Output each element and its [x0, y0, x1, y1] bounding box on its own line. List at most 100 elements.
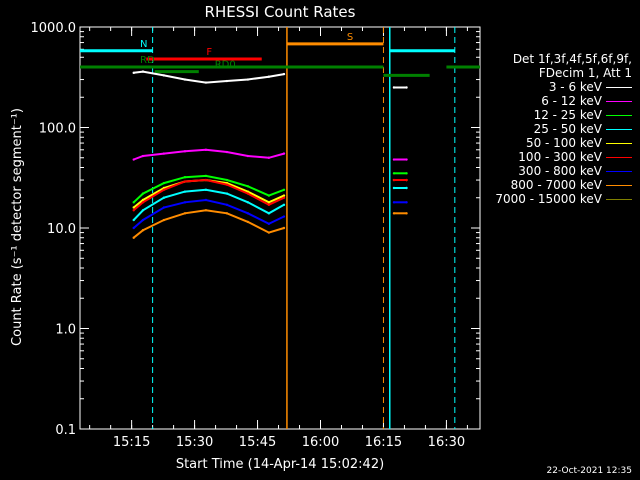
flag-bar-label-3: F: [206, 47, 212, 58]
flag-bar-label-0: N: [140, 39, 147, 50]
series-point-4: [267, 201, 271, 204]
legend-row-2: 12 - 25 keV: [482, 108, 632, 122]
series-point-7: [183, 212, 187, 215]
series-point-0: [246, 78, 250, 81]
legend-label-8: 7000 - 15000 keV: [495, 192, 602, 206]
y-tick-label-1: 100.0: [39, 122, 76, 137]
series-point-4: [246, 190, 250, 193]
legend-row-8: 7000 - 15000 keV: [482, 192, 632, 206]
series-point-7: [267, 231, 271, 234]
legend-row-3: 25 - 50 keV: [482, 122, 632, 136]
legend-header-line-2: FDecim 1, Att 1: [538, 66, 632, 80]
series-point-6: [132, 226, 135, 230]
series-point-5: [132, 209, 135, 212]
x-tick-label-2: 15:45: [239, 435, 276, 450]
series-point-2: [225, 178, 229, 182]
series-point-5: [392, 178, 396, 182]
series-point-3: [132, 218, 135, 222]
series-point-1: [132, 158, 135, 161]
legend-row-7: 800 - 7000 keV: [482, 178, 632, 192]
series-point-2: [246, 185, 250, 188]
series-line-0-0: [133, 70, 285, 84]
series-point-7: [132, 236, 135, 239]
series-point-0: [183, 78, 187, 81]
series-point-5: [225, 183, 229, 186]
series-line-7-0: [133, 209, 285, 239]
series-point-7: [225, 212, 229, 215]
series-point-0: [392, 86, 396, 89]
y-tick-label-0: 1000.0: [31, 21, 77, 36]
series-point-6: [282, 215, 286, 218]
x-tick-label-0: 15:15: [113, 435, 150, 450]
series-point-7: [141, 229, 145, 232]
series-point-3: [141, 209, 145, 212]
series-point-1: [204, 148, 208, 151]
series-point-4: [141, 198, 145, 202]
series-point-7: [282, 226, 286, 230]
series-point-0: [132, 71, 135, 75]
legend-swatch-5: [606, 156, 632, 158]
legend-swatch-6: [606, 170, 632, 172]
series-point-2: [392, 172, 396, 175]
series-point-1: [162, 152, 166, 155]
series-point-1: [267, 156, 271, 159]
flag-bar-label-7: RD0: [215, 60, 236, 71]
legend-swatch-7: [606, 184, 632, 186]
legend-header-line-1: Det 1f,3f,4f,5f,6f,9f,: [512, 52, 632, 66]
series-point-1: [282, 152, 286, 155]
series-point-3: [225, 192, 229, 195]
series-line-5-0: [133, 178, 285, 212]
legend-label-0: 3 - 6 keV: [548, 80, 602, 94]
legend-label-2: 12 - 25 keV: [533, 108, 602, 122]
legend-row-6: 300 - 800 keV: [482, 164, 632, 178]
series-point-4: [132, 206, 135, 209]
series-point-5: [183, 180, 187, 183]
series-point-6: [204, 198, 208, 202]
y-axis-label: Count Rate (s⁻¹ detector segment⁻¹): [10, 108, 25, 346]
x-tick-label-5: 16:30: [428, 435, 465, 450]
series-point-6: [141, 218, 145, 222]
series-point-2: [282, 188, 286, 191]
series-point-6: [405, 201, 408, 204]
x-axis-label: Start Time (14-Apr-14 15:02:42): [176, 457, 384, 472]
series-point-5: [162, 188, 166, 191]
legend-label-1: 6 - 12 keV: [541, 94, 602, 108]
legend-swatch-8: [606, 198, 632, 200]
series-point-1: [225, 150, 229, 154]
legend-swatch-0: [606, 86, 632, 88]
series-point-6: [267, 222, 271, 226]
legend-row-0: 3 - 6 keV: [482, 80, 632, 94]
legend-swatch-4: [606, 142, 632, 144]
flag-bar-label-2: S: [347, 32, 353, 43]
x-tick-label-3: 16:00: [302, 435, 339, 450]
series-point-0: [162, 74, 166, 77]
series-point-3: [392, 186, 396, 190]
series-point-2: [132, 201, 135, 204]
series-point-6: [246, 212, 250, 215]
legend-row-4: 50 - 100 keV: [482, 136, 632, 150]
series-point-0: [267, 75, 271, 78]
legend: Det 1f,3f,4f,5f,6f,9f, FDecim 1, Att 1 3…: [482, 52, 632, 206]
series-point-1: [405, 158, 408, 161]
series-point-7: [162, 218, 166, 222]
series-point-3: [282, 203, 286, 207]
flag-bar-label-4: RD: [140, 55, 155, 66]
y-tick-label-3: 1.0: [55, 323, 76, 338]
series-point-0: [141, 70, 145, 73]
y-tick-label-2: 10.0: [47, 222, 76, 237]
series-point-3: [183, 190, 187, 193]
series-point-3: [162, 196, 166, 199]
legend-label-4: 50 - 100 keV: [525, 136, 602, 150]
x-tick-label-4: 16:15: [365, 435, 402, 450]
legend-swatch-3: [606, 128, 632, 130]
series-point-3: [405, 186, 408, 190]
series-line-1-0: [133, 148, 285, 161]
series-point-2: [162, 181, 166, 185]
legend-swatch-1: [606, 100, 632, 102]
series-point-1: [246, 154, 250, 158]
y-tick-label-4: 0.1: [55, 423, 76, 438]
series-point-3: [246, 201, 250, 204]
series-point-6: [225, 203, 229, 207]
footer-date: 22-Oct-2021 12:35: [546, 466, 632, 476]
